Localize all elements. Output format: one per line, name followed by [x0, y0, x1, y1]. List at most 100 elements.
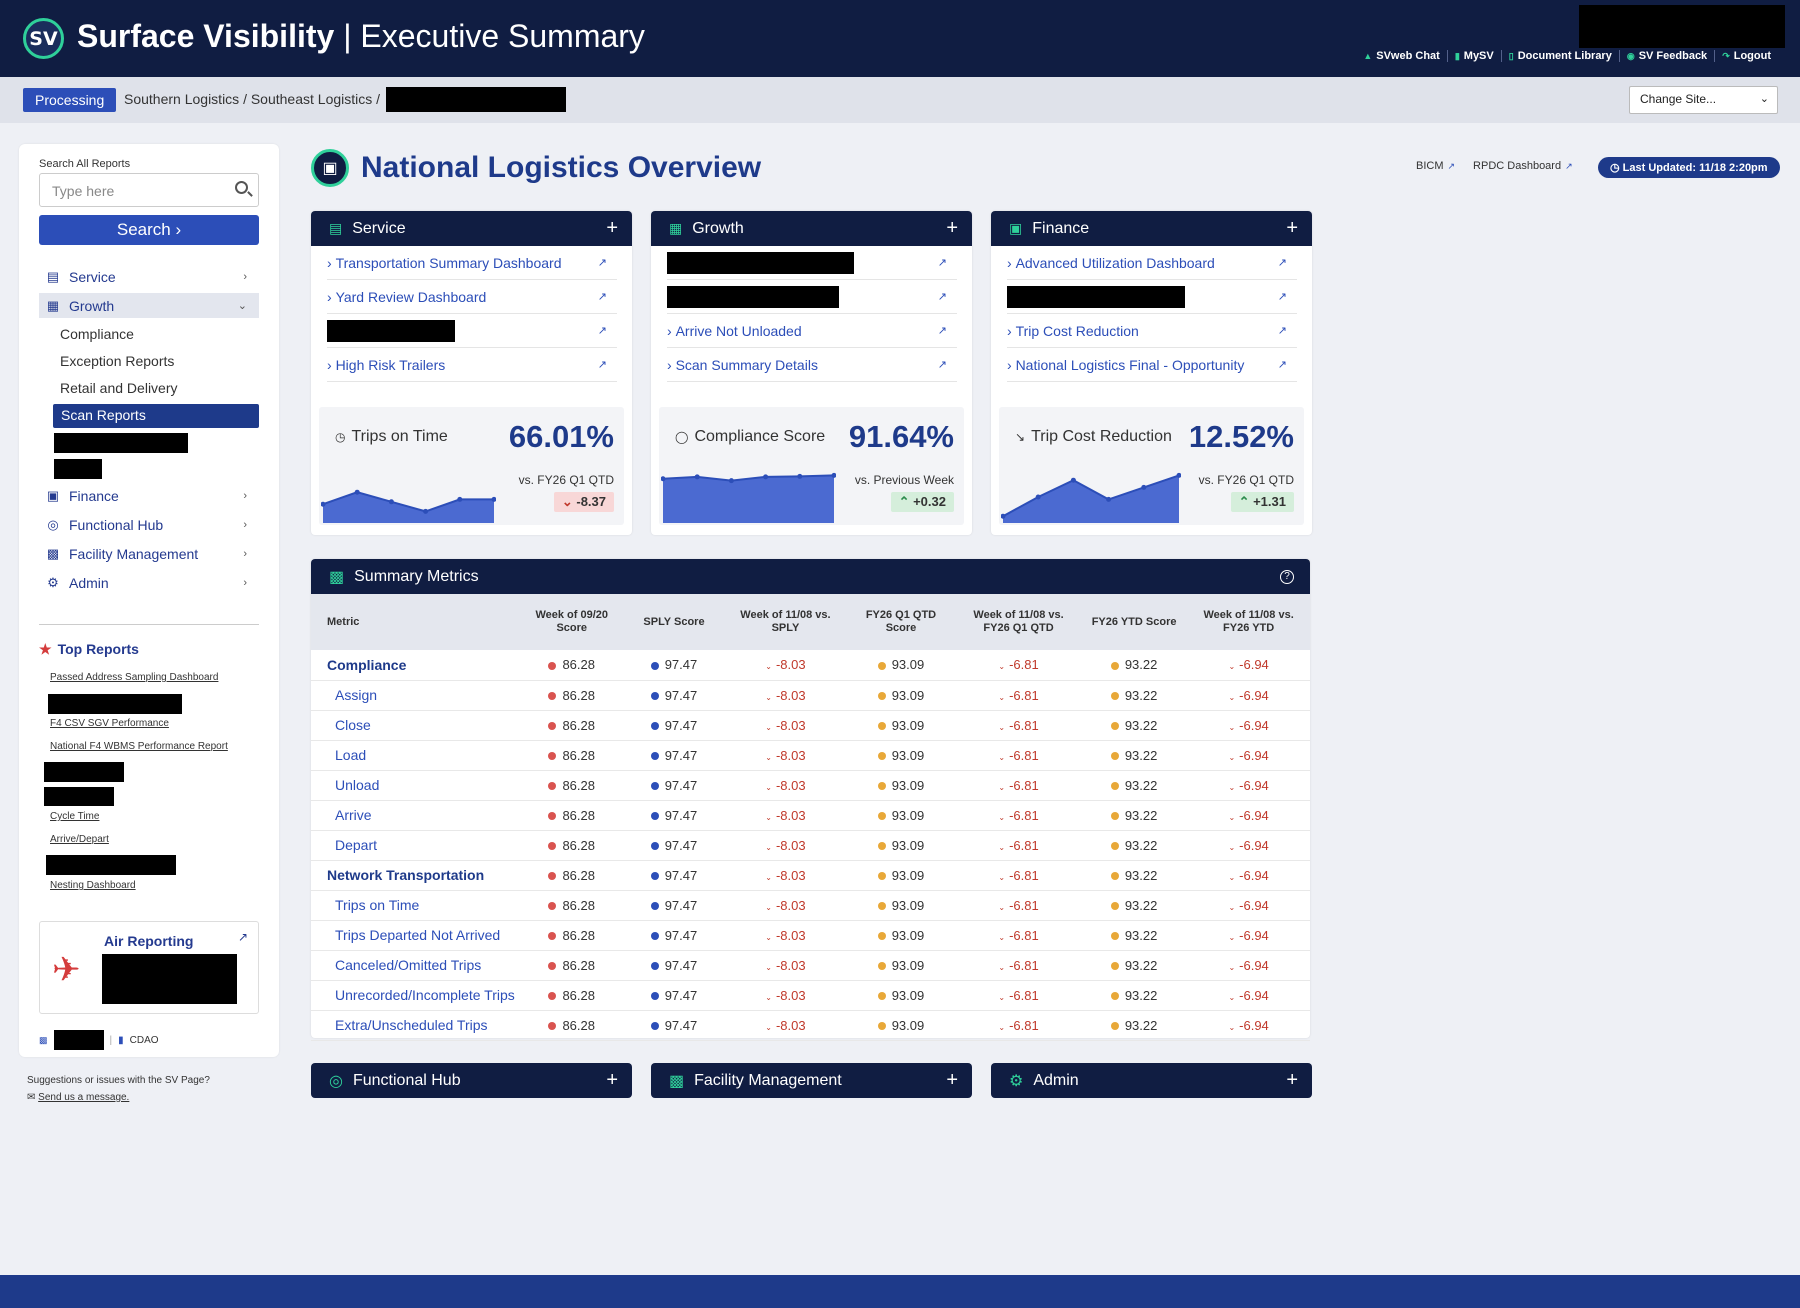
metric-name-cell[interactable]: Compliance: [327, 656, 407, 673]
card-link[interactable]: › Arrive Not Unloaded ↗: [667, 314, 957, 348]
expand-plus-icon[interactable]: +: [1286, 1069, 1298, 1091]
top-report-link[interactable]: Arrive/Depart: [50, 834, 109, 845]
processing-badge[interactable]: Processing: [23, 88, 117, 112]
expand-plus-icon[interactable]: +: [1286, 217, 1298, 239]
facility-management-card[interactable]: ▩ Facility Management +: [651, 1063, 972, 1098]
external-link-icon[interactable]: ↗: [1277, 257, 1287, 269]
card-header[interactable]: ▦ Growth +: [651, 211, 972, 246]
external-link-icon[interactable]: ↗: [937, 359, 947, 371]
table-row[interactable]: Close 86.28 97.47 ⌄ -8.03 93.09 ⌄ -6.81 93.22 ⌄ -6…: [311, 710, 1310, 740]
metric-name-cell[interactable]: Trips on Time: [335, 897, 420, 913]
external-link-icon[interactable]: ↗: [597, 325, 607, 337]
metric-name-cell[interactable]: Load: [335, 747, 367, 763]
table-row[interactable]: Canceled/Omitted Trips 86.28 97.47 ⌄ -8.03 93…: [311, 950, 1310, 980]
external-link-icon[interactable]: ↗: [937, 291, 947, 303]
card-link[interactable]: › Transportation Summary Dashboard ↗: [327, 246, 617, 280]
column-header[interactable]: Metric: [327, 615, 360, 628]
expand-plus-icon[interactable]: +: [946, 217, 958, 239]
metric-name-cell[interactable]: Assign: [335, 687, 378, 703]
external-link-icon[interactable]: ↗: [1277, 291, 1287, 303]
external-link-icon[interactable]: ↗: [1277, 359, 1287, 371]
column-header[interactable]: FY26 YTD Score: [1091, 615, 1177, 628]
send-message-link[interactable]: Send us a message.: [38, 1092, 130, 1103]
column-header[interactable]: SPLY Score: [643, 615, 705, 628]
card-link[interactable]: › Scan Summary Details ↗: [667, 348, 957, 382]
external-link-icon[interactable]: ↗: [937, 257, 947, 269]
metric-name-cell[interactable]: Unrecorded/Incomplete Trips: [335, 987, 515, 1003]
help-icon[interactable]: ?: [1280, 569, 1294, 584]
search-button[interactable]: Search ›: [39, 215, 259, 245]
sidebar-sub-compliance[interactable]: Compliance: [60, 326, 134, 342]
card-link[interactable]: › Yard Review Dashboard ↗: [327, 280, 617, 314]
metric-name-cell[interactable]: Network Transportation: [327, 867, 485, 883]
metric-name-cell[interactable]: Close: [335, 717, 371, 733]
external-link-icon[interactable]: ↗: [597, 257, 607, 269]
external-link-icon[interactable]: ↗: [237, 930, 248, 944]
sidebar-item-growth[interactable]: ▦ Growth ⌄: [39, 293, 259, 318]
card-link[interactable]: ↗: [667, 280, 957, 314]
top-report-link[interactable]: F4 CSV SGV Performance: [50, 718, 169, 729]
sidebar-sub-retail-delivery[interactable]: Retail and Delivery: [60, 380, 178, 396]
column-header[interactable]: Week of 11/08 vs. FY26 Q1 QTD: [973, 609, 1064, 634]
rpdc-dashboard-link[interactable]: RPDC Dashboard ↗: [1473, 160, 1573, 172]
bicm-link[interactable]: BICM ↗: [1416, 160, 1456, 172]
functional-hub-card[interactable]: ◎ Functional Hub +: [311, 1063, 632, 1098]
table-row[interactable]: Extra/Unscheduled Trips 86.28 97.47 ⌄ -8.03 9…: [311, 1010, 1310, 1040]
table-row[interactable]: Trips Departed Not Arrived 86.28 97.47 ⌄ -8.…: [311, 920, 1310, 950]
metric-name-cell[interactable]: Unload: [335, 777, 380, 793]
sv-feedback-link[interactable]: ◉ SV Feedback: [1620, 50, 1716, 62]
sidebar-sub-exception-reports[interactable]: Exception Reports: [60, 353, 175, 369]
column-header[interactable]: FY26 Q1 QTD Score: [865, 609, 937, 634]
sv-logo[interactable]: SV: [23, 18, 64, 59]
top-report-link[interactable]: Passed Address Sampling Dashboard: [50, 672, 219, 683]
table-row[interactable]: Assign 86.28 97.47 ⌄ -8.03 93.09 ⌄ -6.81 93.22 ⌄ -…: [311, 680, 1310, 710]
sidebar-item-facility-management[interactable]: ▩ Facility Management ›: [46, 545, 247, 562]
card-link[interactable]: › National Logistics Final - Opportunity…: [1007, 348, 1297, 382]
admin-card[interactable]: ⚙ Admin +: [991, 1063, 1312, 1098]
card-link[interactable]: › High Risk Trailers ↗: [327, 348, 617, 382]
metric-name-cell[interactable]: Trips Departed Not Arrived: [335, 927, 501, 943]
sidebar-item-admin[interactable]: ⚙ Admin ›: [39, 570, 259, 595]
sidebar-item-service[interactable]: ▤ Service ›: [46, 268, 247, 285]
breadcrumb[interactable]: Southern Logistics / Southeast Logistics…: [124, 91, 381, 107]
external-link-icon[interactable]: ↗: [937, 325, 947, 337]
expand-plus-icon[interactable]: +: [606, 217, 618, 239]
change-site-select[interactable]: Change Site... ⌄: [1629, 86, 1778, 114]
card-header[interactable]: ▣ Finance +: [991, 211, 1312, 246]
sidebar-item-functional-hub[interactable]: ◎ Functional Hub ›: [39, 512, 259, 537]
expand-plus-icon[interactable]: +: [946, 1069, 958, 1091]
card-link[interactable]: › Trip Cost Reduction ↗: [1007, 314, 1297, 348]
card-link[interactable]: › Advanced Utilization Dashboard ↗: [1007, 246, 1297, 280]
column-header[interactable]: Week of 11/08 vs. SPLY: [740, 609, 831, 634]
metric-name-cell[interactable]: Extra/Unscheduled Trips: [335, 1017, 488, 1033]
top-report-link[interactable]: Nesting Dashboard: [50, 880, 136, 891]
table-row[interactable]: Network Transportation 86.28 97.47 ⌄ -8.03 93…: [311, 860, 1310, 890]
search-input[interactable]: Type here: [39, 173, 259, 207]
mysv-link[interactable]: ▮ MySV: [1448, 50, 1502, 62]
card-link[interactable]: ↗: [1007, 280, 1297, 314]
top-report-link[interactable]: National F4 WBMS Performance Report: [50, 741, 228, 752]
sidebar-sub-scan-reports[interactable]: Scan Reports: [53, 404, 259, 428]
table-row[interactable]: Unload 86.28 97.47 ⌄ -8.03 93.09 ⌄ -6.81 93.22 ⌄ -…: [311, 770, 1310, 800]
expand-plus-icon[interactable]: +: [606, 1069, 618, 1091]
column-header[interactable]: Week of 09/20 Score: [535, 609, 609, 634]
table-row[interactable]: Depart 86.28 97.47 ⌄ -8.03 93.09 ⌄ -6.81 93.22 ⌄ -…: [311, 830, 1310, 860]
column-header[interactable]: Week of 11/08 vs. FY26 YTD: [1203, 609, 1294, 634]
cdao-label[interactable]: CDAO: [129, 1034, 159, 1046]
metric-name-cell[interactable]: Canceled/Omitted Trips: [335, 957, 482, 973]
table-row[interactable]: Unrecorded/Incomplete Trips 86.28 97.47 ⌄ -8…: [311, 980, 1310, 1010]
metric-name-cell[interactable]: Arrive: [335, 807, 372, 823]
card-link[interactable]: ↗: [327, 314, 617, 348]
table-row[interactable]: Arrive 86.28 97.47 ⌄ -8.03 93.09 ⌄ -6.81 93.22 ⌄ -…: [311, 800, 1310, 830]
external-link-icon[interactable]: ↗: [597, 359, 607, 371]
table-row[interactable]: Trips on Time 86.28 97.47 ⌄ -8.03 93.09 ⌄ -6.81…: [311, 890, 1310, 920]
external-link-icon[interactable]: ↗: [597, 291, 607, 303]
air-reporting-card[interactable]: ✈ Air Reporting ↗: [39, 921, 259, 1014]
external-link-icon[interactable]: ↗: [1277, 325, 1287, 337]
card-header[interactable]: ▤ Service +: [311, 211, 632, 246]
metric-name-cell[interactable]: Depart: [335, 837, 378, 853]
logout-link[interactable]: ↷ Logout: [1722, 50, 1771, 62]
table-row[interactable]: Compliance 86.28 97.47 ⌄ -8.03 93.09 ⌄ -6.81 93.…: [311, 650, 1310, 680]
svweb-chat-link[interactable]: ▲ SVweb Chat: [1356, 50, 1448, 62]
card-link[interactable]: ↗: [667, 246, 957, 280]
